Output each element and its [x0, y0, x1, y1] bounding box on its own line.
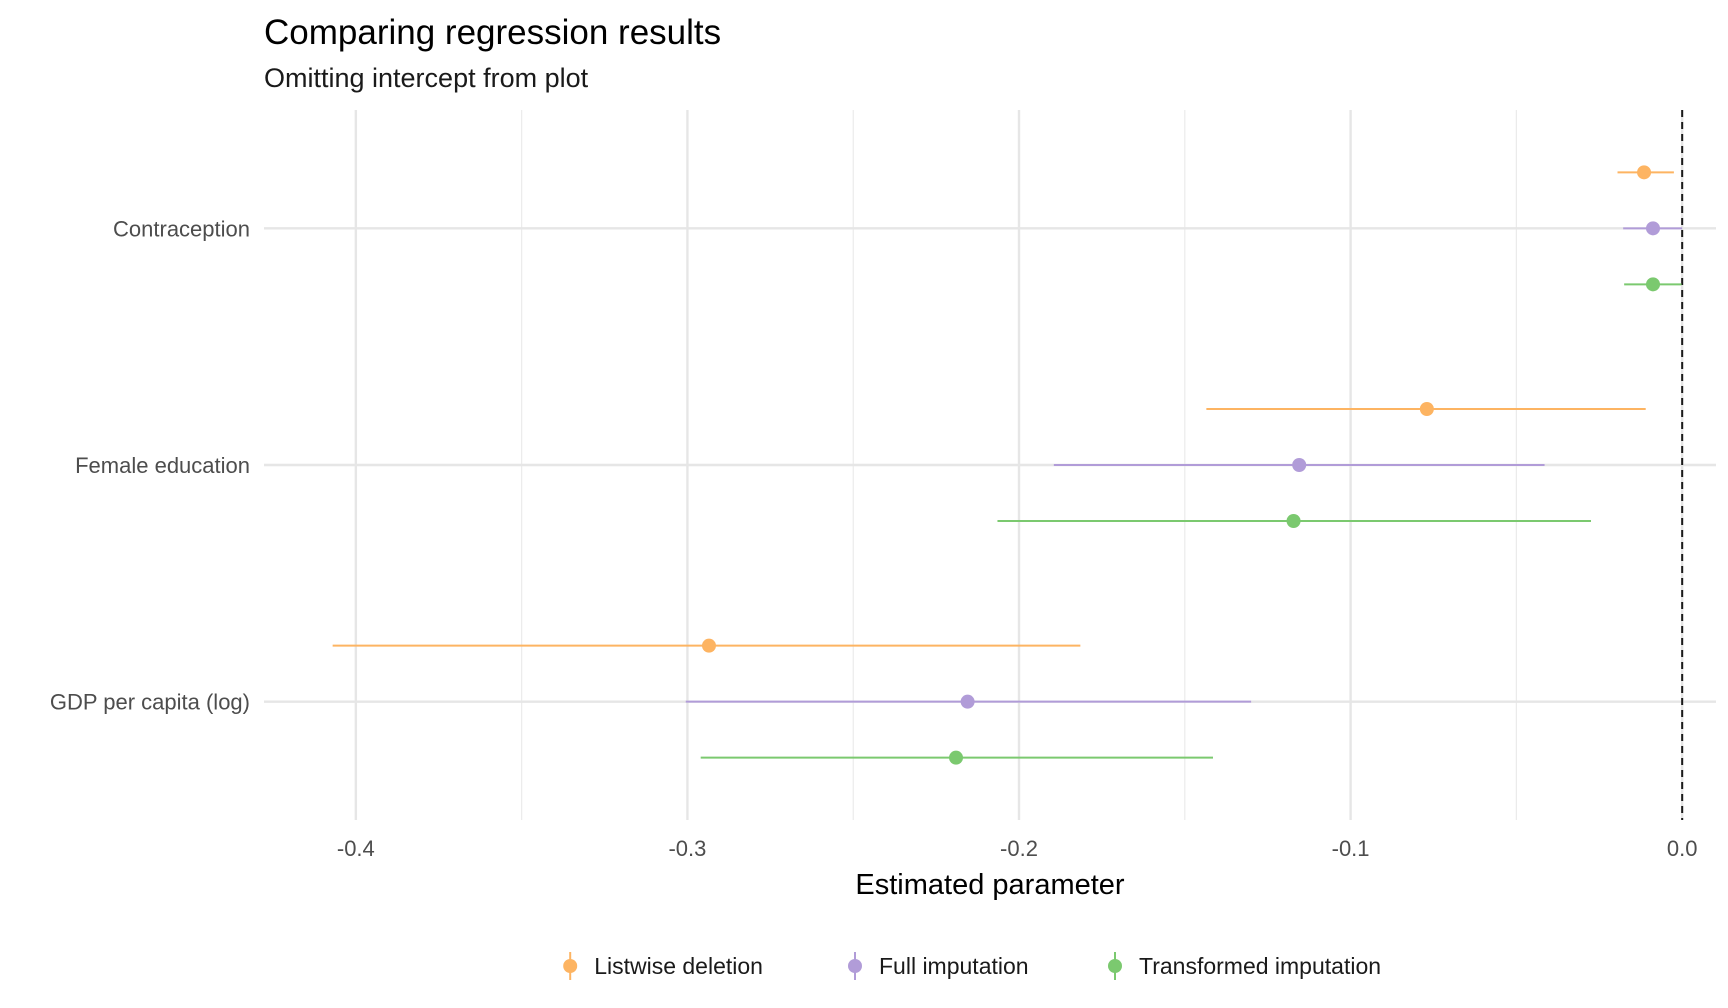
grid [264, 110, 1716, 820]
series-listwise-deletion [332, 165, 1674, 653]
estimate-point [701, 638, 716, 653]
series-transformed-imputation [700, 277, 1682, 765]
x-tick-label: -0.4 [337, 836, 375, 861]
legend-item: Full imputation [848, 952, 1029, 980]
legend-key-point [563, 959, 578, 973]
estimate-point [1286, 514, 1301, 528]
legend-key-point [1108, 959, 1122, 973]
legend-label: Transformed imputation [1139, 953, 1381, 979]
x-tick-label: -0.1 [1332, 836, 1370, 861]
legend-item: Listwise deletion [563, 952, 763, 980]
x-axis-ticks: -0.4 -0.3 -0.2 -0.1 0.0 [337, 836, 1698, 861]
legend-key-point [848, 959, 862, 973]
y-category-label: Contraception [113, 216, 250, 241]
legend-label: Listwise deletion [594, 953, 763, 979]
estimate-point [1292, 458, 1307, 472]
legend-item: Transformed imputation [1108, 952, 1381, 980]
chart-title: Comparing regression results [264, 13, 721, 52]
estimate-point [949, 750, 964, 765]
legend: Listwise deletion Full imputation Transfor… [563, 952, 1381, 980]
estimate-point [1645, 277, 1660, 292]
x-tick-label: -0.2 [1000, 836, 1038, 861]
chart-subtitle: Omitting intercept from plot [264, 63, 589, 93]
series-full-imputation [685, 221, 1683, 709]
estimate-point [1645, 221, 1660, 236]
estimate-point [1637, 165, 1652, 180]
y-category-label: GDP per capita (log) [50, 690, 250, 715]
legend-label: Full imputation [879, 953, 1029, 979]
series-group [332, 165, 1683, 765]
y-category-label: Female education [75, 453, 250, 478]
estimate-point [960, 694, 975, 709]
x-axis-title: Estimated parameter [855, 869, 1125, 901]
x-tick-label: -0.3 [668, 836, 706, 861]
y-axis-labels: Contraception Female education GDP per cap… [50, 216, 250, 714]
estimate-point [1419, 402, 1434, 416]
x-tick-label: 0.0 [1667, 836, 1698, 861]
